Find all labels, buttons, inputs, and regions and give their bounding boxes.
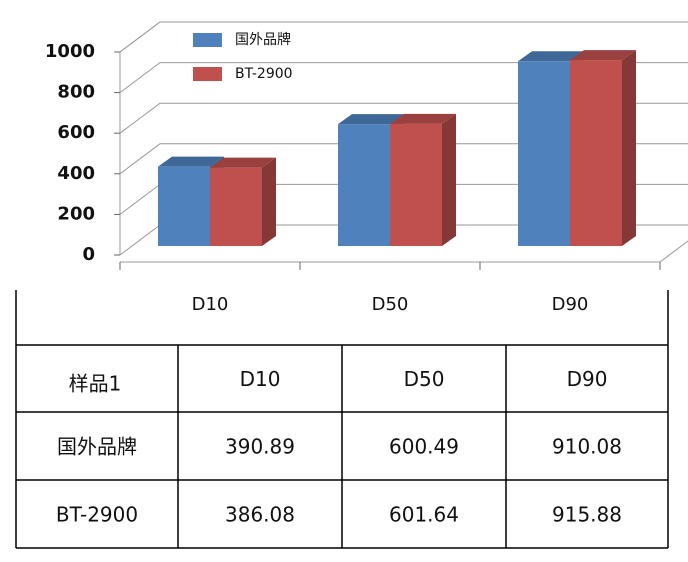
bar — [518, 61, 570, 247]
bar-top — [338, 114, 404, 125]
bar — [158, 166, 210, 246]
table-header: 样品1 — [69, 372, 122, 396]
bar-side — [622, 50, 636, 247]
table-cell: 390.89 — [225, 435, 295, 459]
table-cell: 910.08 — [552, 435, 622, 459]
x-tick-label: D10 — [192, 294, 229, 315]
grid-line — [119, 21, 688, 53]
grid-line — [119, 102, 688, 134]
legend-label: BT-2900 — [235, 66, 293, 82]
bar — [210, 167, 262, 246]
table-cell: 601.64 — [389, 503, 459, 527]
bar-top — [518, 51, 584, 62]
bar-top — [158, 156, 224, 167]
legend-swatch — [193, 67, 222, 81]
bar-top — [210, 157, 276, 168]
y-tick-label: 800 — [57, 82, 95, 103]
table-cell: D10 — [240, 367, 281, 391]
y-tick-label: 600 — [57, 122, 95, 143]
table-cell: 600.49 — [389, 435, 459, 459]
table-cell: D90 — [567, 367, 608, 391]
table-cell: 386.08 — [225, 503, 295, 527]
table-cell: 国外品牌 — [57, 435, 137, 459]
grid-line — [119, 143, 688, 175]
grid-line — [119, 62, 688, 93]
bar — [570, 60, 622, 247]
legend-swatch — [193, 33, 222, 47]
bar-side — [262, 157, 276, 246]
bar-side — [442, 113, 456, 246]
y-tick-label: 0 — [82, 244, 95, 265]
bar — [390, 123, 442, 246]
legend-label: 国外品牌 — [235, 31, 291, 48]
y-tick-label: 1000 — [45, 41, 95, 62]
table-cell: 915.88 — [552, 503, 622, 527]
y-tick-label: 400 — [57, 163, 95, 184]
y-tick-label: 200 — [57, 203, 95, 224]
bar-top — [570, 50, 636, 61]
bar — [338, 124, 390, 246]
x-tick-label: D50 — [372, 294, 409, 315]
x-tick-label: D90 — [552, 294, 589, 315]
table-cell: D50 — [404, 367, 445, 391]
bar-top — [390, 113, 456, 124]
table-cell: BT-2900 — [56, 503, 138, 527]
